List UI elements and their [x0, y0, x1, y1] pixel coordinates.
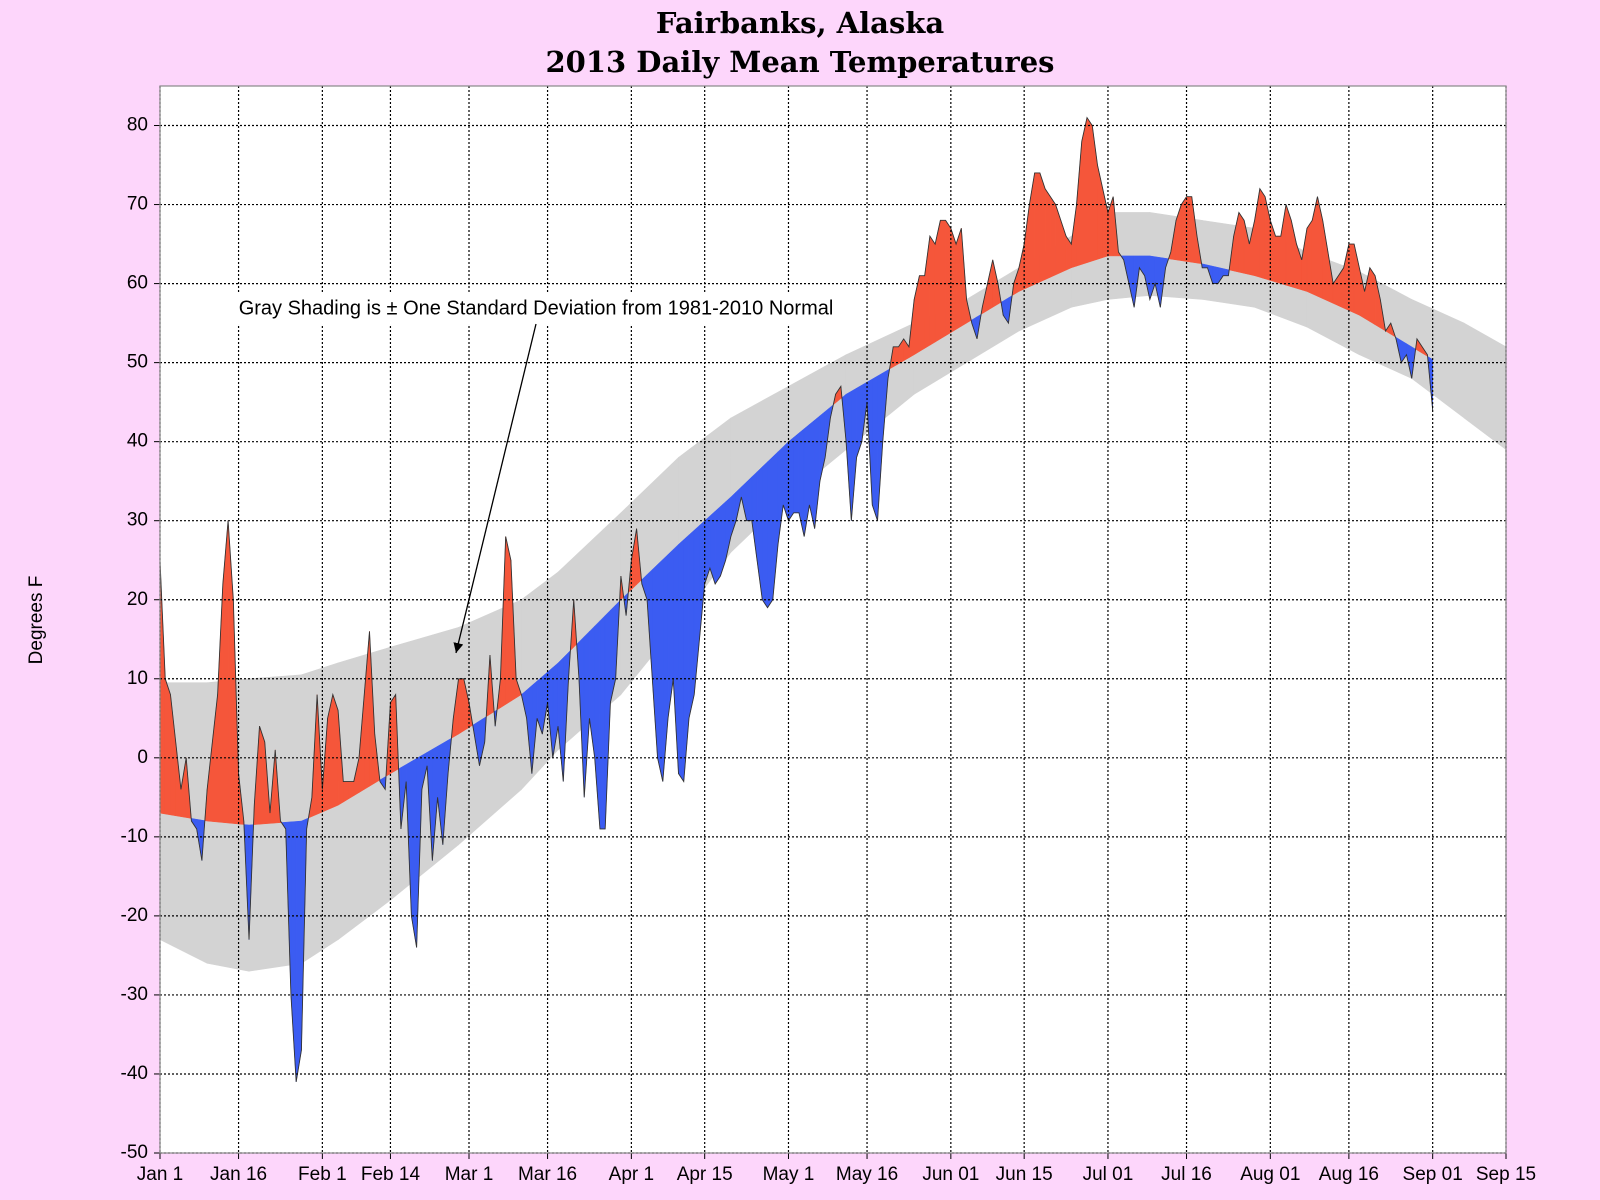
above-normal [1186, 196, 1193, 263]
below-normal [714, 505, 721, 585]
y-axis-label: Degrees F [26, 576, 47, 665]
y-tick-label: -40 [121, 1063, 148, 1084]
below-normal [762, 461, 768, 609]
observed-line [159, 116, 1434, 1082]
above-normal [919, 275, 925, 353]
above-normal [1181, 195, 1187, 262]
x-tick-label: Apr 15 [677, 1164, 733, 1185]
x-tick-label: Jun 01 [922, 1164, 979, 1185]
x-tick-label: Feb 14 [361, 1164, 421, 1185]
x-tick-label: Feb 1 [298, 1164, 347, 1185]
y-tick-label: 60 [127, 273, 148, 294]
above-normal [390, 693, 396, 775]
y-tick-label: -10 [121, 826, 148, 847]
below-normal [688, 529, 695, 719]
x-tick-label: May 16 [836, 1164, 898, 1185]
y-tick-label: -30 [121, 984, 148, 1005]
above-normal [1086, 116, 1093, 264]
below-normal [295, 820, 302, 1082]
y-tick-label: 70 [127, 194, 148, 215]
x-tick-label: Jun 15 [996, 1164, 1053, 1185]
above-normal [945, 219, 952, 337]
above-normal [164, 678, 171, 816]
y-tick-label: 20 [127, 589, 148, 610]
above-normal [1348, 243, 1355, 314]
below-normal [788, 436, 794, 522]
x-tick-label: Aug 01 [1240, 1164, 1300, 1185]
below-normal [599, 614, 606, 830]
above-normal [1238, 211, 1245, 274]
above-normal [1369, 266, 1376, 326]
above-normal [929, 235, 936, 346]
x-tick-label: Jan 16 [210, 1164, 267, 1185]
x-tick-label: Aug 16 [1319, 1164, 1379, 1185]
x-tick-label: Jan 1 [137, 1164, 183, 1185]
x-tick-label: Apr 1 [609, 1164, 654, 1185]
x-tick-label: Jul 01 [1083, 1164, 1134, 1185]
y-tick-label: 50 [127, 352, 148, 373]
above-normal [1039, 172, 1046, 283]
x-tick-label: Sep 15 [1476, 1164, 1536, 1185]
above-normal [1034, 172, 1041, 285]
annotation-arrow [453, 323, 537, 654]
above-normal [950, 228, 957, 334]
below-normal [1212, 265, 1219, 284]
y-tick-label: 30 [127, 510, 148, 531]
annotation: Gray Shading is ± One Standard Deviation… [239, 297, 834, 319]
above-normal [940, 220, 946, 340]
y-tick-label: -20 [121, 905, 148, 926]
above-normal [892, 346, 899, 368]
below-normal [746, 476, 753, 521]
line-layer [159, 116, 1434, 1082]
above-normal [1259, 187, 1266, 280]
x-tick-label: May 1 [763, 1164, 815, 1185]
above-normal [1275, 235, 1282, 284]
below-normal [657, 558, 664, 782]
above-normal [332, 694, 339, 808]
above-normal [1306, 219, 1313, 295]
x-tick-label: Mar 1 [445, 1164, 494, 1185]
x-tick-label: Jul 16 [1161, 1164, 1212, 1185]
y-tick-label: -50 [121, 1142, 148, 1163]
chart-title: 2013 Daily Mean Temperatures [546, 45, 1055, 79]
below-normal [678, 539, 684, 783]
annotation-box [205, 292, 865, 324]
y-tick-label: 80 [127, 115, 148, 136]
y-tick-label: 0 [137, 747, 148, 768]
below-normal [793, 432, 800, 514]
above-normal [458, 678, 465, 735]
above-normal [1044, 187, 1051, 281]
y-tick-label: 10 [127, 668, 148, 689]
above-normal [348, 781, 355, 800]
plot-frame [159, 85, 1507, 1154]
chart-title: Fairbanks, Alaska [656, 6, 945, 40]
above-normal [955, 228, 962, 330]
above-normal [1050, 195, 1056, 278]
x-tick-label: Mar 16 [518, 1164, 577, 1185]
x-tick-label: Sep 01 [1403, 1164, 1463, 1185]
y-tick-label: 40 [127, 431, 148, 452]
above-normal [343, 781, 349, 803]
below-normal [1222, 268, 1229, 276]
below-normal [872, 375, 878, 521]
below-normal [767, 456, 774, 609]
